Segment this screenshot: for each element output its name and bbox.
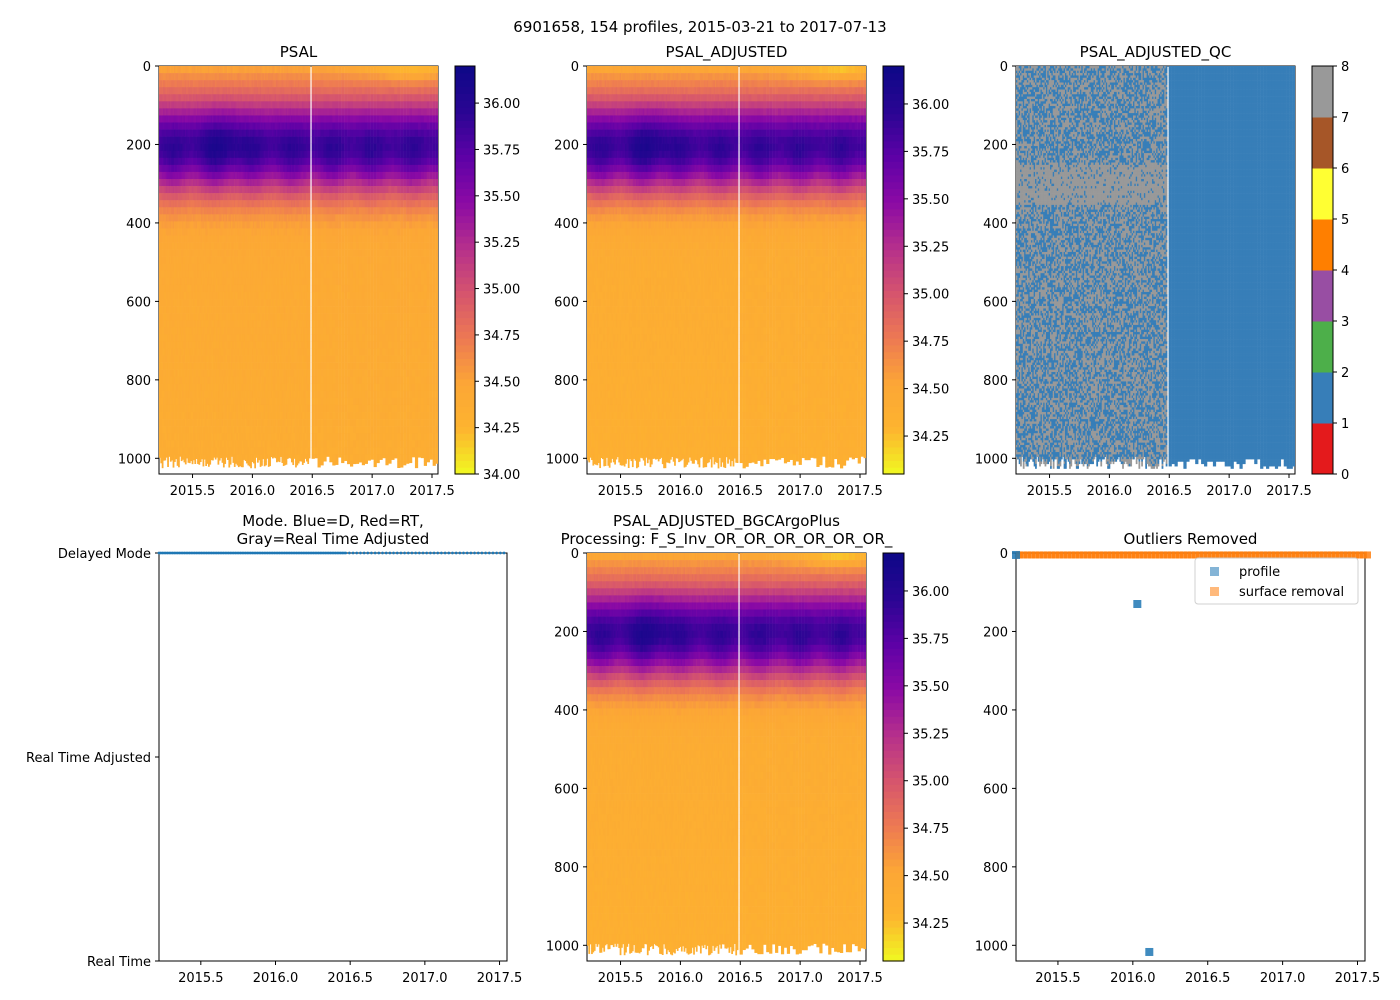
y-tick-label: 600	[126, 295, 151, 310]
y-tick-label: 200	[126, 138, 151, 153]
x-tick-label: 2017.0	[349, 484, 395, 499]
salinity-cell	[167, 461, 169, 467]
y-tick-label: 1000	[118, 452, 151, 467]
subplot-psal: 2015.5 2016.0 2016.5 2017.0 2017.5 0 200 400 600…	[118, 43, 520, 499]
figure-suptitle: 6901658, 154 profiles, 2015-03-21 to 201…	[513, 18, 886, 36]
salinity-cell	[162, 461, 164, 468]
y-tick-label: 400	[126, 217, 151, 232]
x-tick-label: 2017.5	[409, 484, 455, 499]
x-tick-label: 2016.0	[230, 484, 276, 499]
x-tick-label: 2016.5	[290, 484, 336, 499]
plots-container: 2015.5 2016.0 2016.5 2017.0 2017.5 0 200 400 600…	[26, 43, 1380, 986]
y-tick-label: 800	[126, 374, 151, 389]
figure: 6901658, 154 profiles, 2015-03-21 to 201…	[0, 0, 1400, 1000]
salinity-cell	[173, 461, 175, 467]
x-tick-label: 2015.5	[170, 484, 216, 499]
y-tick-label: 0	[143, 60, 151, 75]
